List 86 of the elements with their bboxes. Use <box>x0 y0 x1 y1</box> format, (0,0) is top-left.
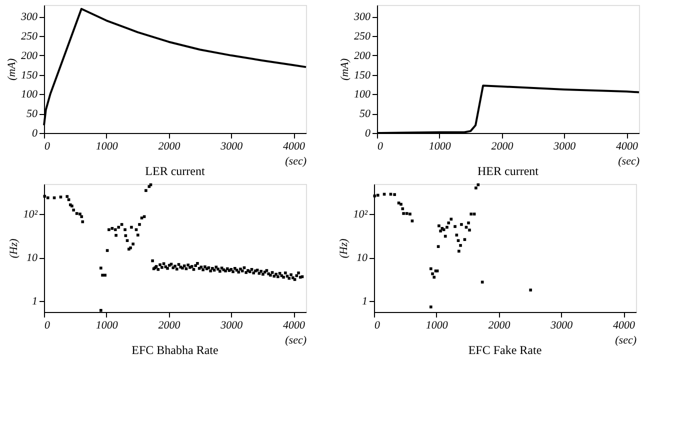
x-tick-label: 1000 <box>96 140 118 152</box>
y-tick-label: 10² <box>353 208 368 221</box>
y-tick-label: 10 <box>356 252 368 264</box>
point <box>402 212 405 215</box>
y-tick-label: 300 <box>20 11 38 24</box>
y-tick-label: 100 <box>21 88 38 101</box>
point <box>429 306 432 308</box>
y-tick-label: 250 <box>21 30 38 43</box>
point <box>474 186 478 190</box>
y-axis-title: (Hz) <box>8 238 20 258</box>
x-tick-label: 4000 <box>283 320 306 332</box>
x-tick-label: 1000 <box>428 140 452 152</box>
y-tick-label: 250 <box>354 30 371 43</box>
y-tick-label: 150 <box>354 69 371 82</box>
point <box>467 222 470 224</box>
y-tick-label: 100 <box>354 88 371 101</box>
point <box>431 272 434 276</box>
text: LER current <box>145 164 206 178</box>
point <box>408 212 412 216</box>
x-tick-label: 0 <box>44 140 50 152</box>
point <box>459 244 462 247</box>
y-tick-label: 10² <box>23 208 38 221</box>
y-tick-label: 200 <box>354 50 371 62</box>
point <box>457 250 460 253</box>
point <box>463 238 466 241</box>
point <box>376 194 380 197</box>
point <box>400 202 402 206</box>
text: HER current <box>478 164 540 178</box>
x-tick-label: 3000 <box>220 320 244 332</box>
point <box>444 234 447 238</box>
y-axis-title: (Hz) <box>338 238 350 258</box>
point <box>373 194 376 198</box>
y-tick-label: 50 <box>26 108 38 120</box>
x-tick-label: 0 <box>374 320 380 332</box>
point <box>460 223 463 226</box>
y-tick-label: 0 <box>32 128 38 140</box>
y-tick-label: 10 <box>26 252 38 264</box>
point <box>468 228 471 232</box>
x-tick-label: 3000 <box>550 320 574 332</box>
point <box>432 276 436 279</box>
x-tick-label: 3000 <box>552 140 576 152</box>
point <box>405 212 408 215</box>
x-tick-label: 4000 <box>613 320 636 332</box>
y-tick-label: 1 <box>362 295 368 308</box>
y-tick-label: 0 <box>365 128 371 140</box>
point <box>401 207 404 210</box>
x-tick-label: 0 <box>378 140 384 152</box>
point <box>447 222 450 224</box>
text: EFC Bhabha Rate <box>132 343 218 357</box>
x-tick-label: 2000 <box>158 140 181 152</box>
point <box>529 288 532 292</box>
x-tick-label: 1000 <box>96 320 118 332</box>
point <box>439 230 442 232</box>
y-axis-title: (mA) <box>339 58 351 80</box>
x-tick-label: 2000 <box>488 320 511 332</box>
point <box>410 220 414 222</box>
y-tick-label: 50 <box>360 108 371 120</box>
x-axis-title: (sec) <box>285 334 307 346</box>
point <box>455 234 458 236</box>
point <box>393 193 396 196</box>
point <box>438 224 440 228</box>
x-axis-title: (sec) <box>618 156 640 168</box>
point <box>429 267 432 270</box>
point <box>446 226 448 229</box>
x-tick-label: 1000 <box>426 320 448 332</box>
x-tick-label: 4000 <box>616 140 639 152</box>
x-axis-title: (sec) <box>285 156 307 168</box>
y-tick-label: 1 <box>32 295 38 308</box>
text: EFC Fake Rate <box>468 343 542 357</box>
y-axis-title: (mA) <box>6 58 18 80</box>
point <box>454 225 456 228</box>
y-tick-label: 200 <box>21 50 38 62</box>
point <box>480 280 484 284</box>
y-tick-label: 150 <box>21 69 38 82</box>
x-axis-title: (sec) <box>615 334 637 346</box>
x-tick-label: 3000 <box>220 140 244 152</box>
point <box>456 239 460 242</box>
x-tick-label: 4000 <box>283 140 306 152</box>
point <box>450 218 453 221</box>
x-tick-label: 2000 <box>491 140 514 152</box>
x-tick-label: 0 <box>44 320 50 332</box>
y-tick-label: 300 <box>353 11 371 24</box>
point <box>470 212 473 216</box>
x-tick-label: 2000 <box>158 320 181 332</box>
point <box>472 212 476 216</box>
point <box>436 245 440 248</box>
